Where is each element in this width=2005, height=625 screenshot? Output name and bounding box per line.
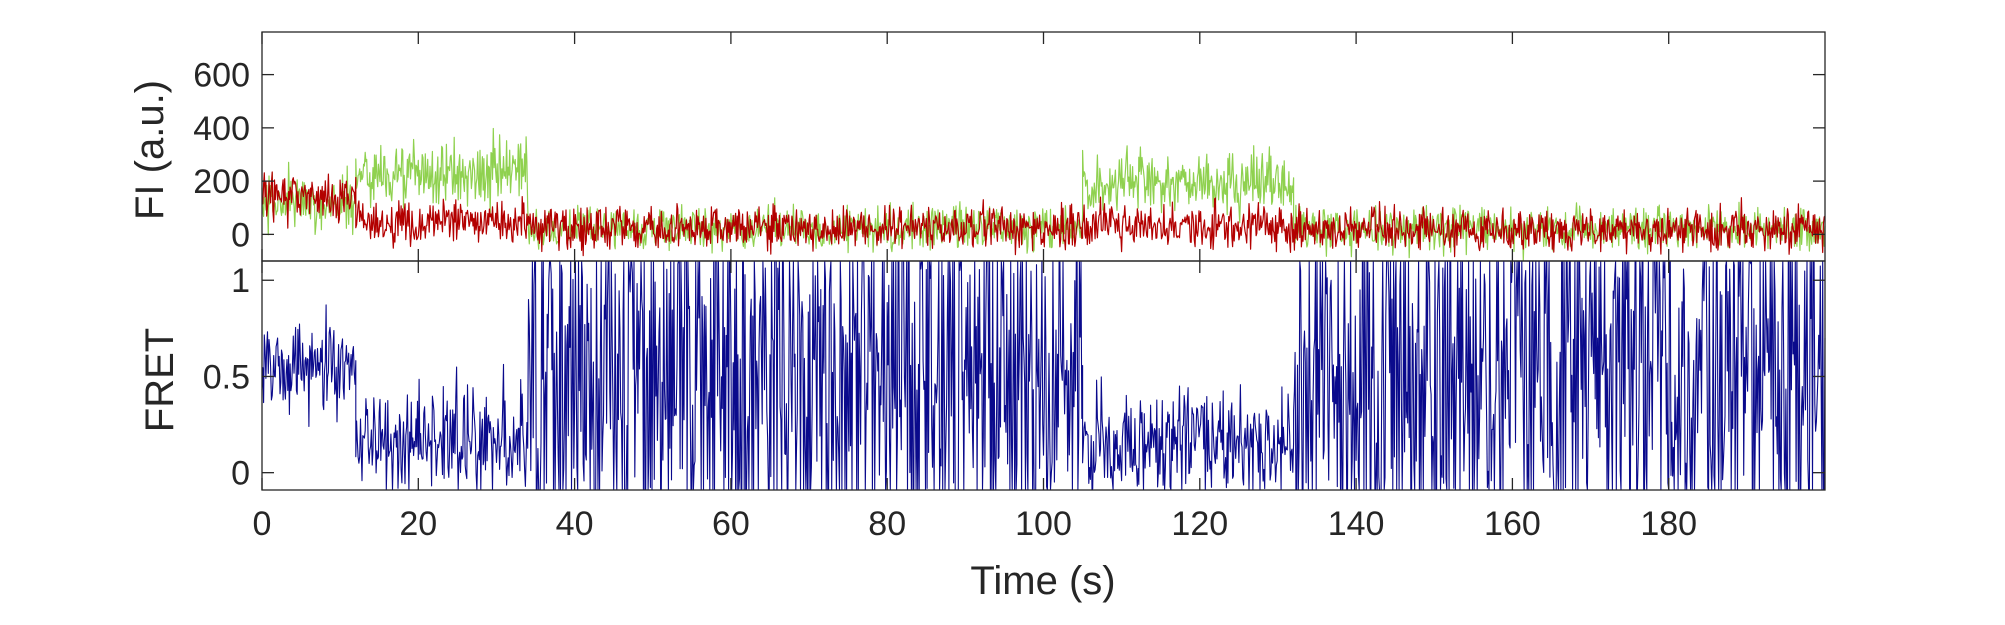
- fluorescence-y-axis-label: FI (a.u.): [128, 80, 172, 220]
- x-tick-label: 80: [868, 505, 906, 543]
- fret-panel: 00.51 0 20 40 60 80 100 120 140 160 180 FRET Time…: [138, 32, 1826, 603]
- fret-traces: [261, 260, 1826, 491]
- x-tick-label: 40: [556, 505, 594, 543]
- y-tick-label: 400: [193, 110, 250, 148]
- x-tick-label: 160: [1484, 505, 1541, 543]
- fluorescence-traces: [261, 127, 1826, 261]
- x-tick-label: 20: [399, 505, 437, 543]
- fret-y-axis-label: FRET: [138, 328, 182, 432]
- series-fret-line: [261, 260, 1826, 491]
- x-tick-label: 60: [712, 505, 750, 543]
- series-donor-line: [261, 127, 1826, 261]
- fret-y-ticks: 00.51: [203, 262, 1825, 493]
- fluorescence-panel: 0 200 400 600 FI (a.u.): [128, 31, 1826, 262]
- time-x-axis-label: Time (s): [970, 559, 1115, 603]
- series-acceptor-line: [261, 171, 1826, 258]
- x-tick-label: 100: [1015, 505, 1072, 543]
- y-tick-label: 0: [231, 455, 250, 493]
- fluorescence-y-ticks: 0 200 400 600: [193, 57, 1825, 254]
- y-tick-label: 0.5: [203, 358, 250, 396]
- y-tick-label: 200: [193, 163, 250, 201]
- y-tick-label: 1: [231, 262, 250, 300]
- x-tick-label: 140: [1328, 505, 1385, 543]
- time-x-ticks: 0 20 40 60 80 100 120 140 160 180: [253, 32, 1697, 543]
- y-tick-label: 600: [193, 57, 250, 95]
- x-tick-label: 120: [1171, 505, 1228, 543]
- x-tick-label: 0: [253, 505, 272, 543]
- x-tick-label: 180: [1640, 505, 1697, 543]
- y-tick-label: 0: [231, 216, 250, 254]
